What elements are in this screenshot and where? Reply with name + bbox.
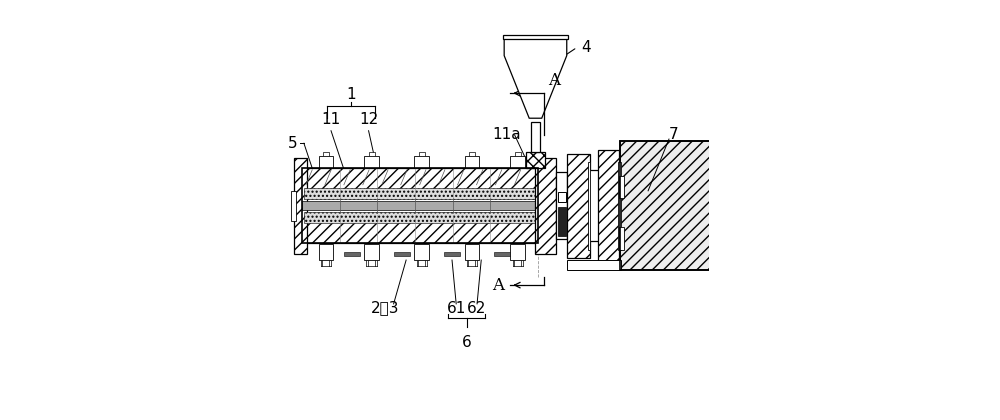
Bar <box>618 162 621 249</box>
Text: 4: 4 <box>581 40 591 55</box>
Bar <box>344 252 360 256</box>
Text: A: A <box>548 72 560 89</box>
Bar <box>515 152 521 156</box>
Bar <box>494 252 510 256</box>
Bar <box>531 122 540 152</box>
Text: 6: 6 <box>462 335 471 350</box>
Bar <box>558 192 566 202</box>
Bar <box>444 252 460 256</box>
Text: 12: 12 <box>359 112 378 126</box>
Bar <box>302 168 538 243</box>
Bar <box>619 227 624 249</box>
Text: 11: 11 <box>321 112 341 126</box>
Bar <box>291 191 296 221</box>
Bar <box>302 201 538 210</box>
Text: A: A <box>492 277 504 294</box>
Text: 7: 7 <box>668 127 678 142</box>
Bar <box>503 35 568 39</box>
Bar <box>535 158 556 254</box>
Bar <box>558 207 566 236</box>
Text: 5: 5 <box>288 136 298 151</box>
Bar <box>619 176 624 198</box>
Bar <box>588 162 590 249</box>
Bar <box>414 244 429 260</box>
Bar <box>469 152 475 156</box>
Bar <box>567 260 621 270</box>
Bar <box>526 152 545 168</box>
Bar <box>598 150 619 262</box>
Bar <box>414 156 429 168</box>
Bar <box>510 244 525 260</box>
Bar <box>369 152 375 156</box>
Bar <box>364 244 379 260</box>
Bar <box>304 188 535 199</box>
Bar <box>419 152 425 156</box>
Bar <box>620 141 711 270</box>
Polygon shape <box>504 39 567 118</box>
Bar <box>394 252 410 256</box>
Text: 1: 1 <box>346 87 356 102</box>
Bar <box>302 215 538 243</box>
Bar <box>556 173 567 239</box>
Bar <box>304 212 535 223</box>
Bar <box>302 168 538 198</box>
Text: 11a: 11a <box>492 127 521 142</box>
Text: 2、3: 2、3 <box>371 301 400 315</box>
Bar <box>620 141 711 270</box>
Bar <box>465 156 479 168</box>
Bar <box>319 156 333 168</box>
Bar <box>294 158 307 254</box>
Bar <box>319 244 333 260</box>
Text: 61: 61 <box>447 301 466 315</box>
Bar <box>510 156 525 168</box>
Bar <box>589 171 599 242</box>
Bar <box>364 156 379 168</box>
Bar <box>567 154 590 258</box>
Bar <box>323 152 329 156</box>
Bar <box>465 244 479 260</box>
Text: 62: 62 <box>467 301 487 315</box>
